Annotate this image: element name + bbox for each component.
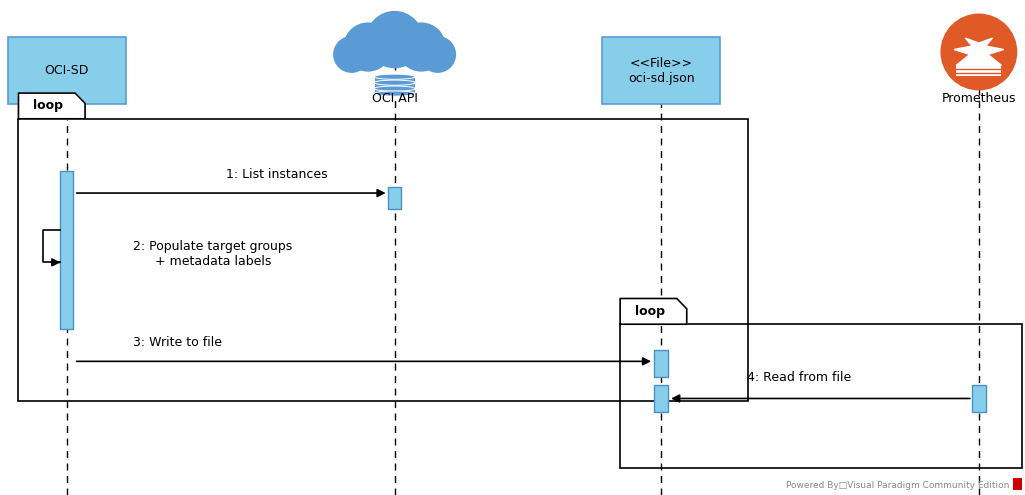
Ellipse shape — [941, 13, 1017, 91]
Ellipse shape — [366, 11, 423, 68]
FancyBboxPatch shape — [972, 385, 986, 412]
Polygon shape — [620, 298, 687, 324]
Ellipse shape — [333, 36, 370, 73]
Text: Powered By□Visual Paradigm Community Edition: Powered By□Visual Paradigm Community Edi… — [786, 481, 1010, 490]
Ellipse shape — [374, 91, 415, 96]
FancyBboxPatch shape — [956, 65, 1001, 76]
FancyBboxPatch shape — [8, 37, 125, 104]
FancyBboxPatch shape — [345, 48, 444, 62]
Text: 2: Populate target groups
+ metadata labels: 2: Populate target groups + metadata lab… — [133, 240, 292, 268]
Text: loop: loop — [636, 305, 665, 318]
Text: 4: Read from file: 4: Read from file — [747, 371, 852, 384]
FancyBboxPatch shape — [603, 37, 720, 104]
Ellipse shape — [374, 80, 415, 85]
Ellipse shape — [343, 22, 393, 72]
Ellipse shape — [419, 36, 456, 73]
FancyBboxPatch shape — [387, 187, 402, 209]
Polygon shape — [18, 93, 85, 119]
Ellipse shape — [374, 86, 415, 91]
FancyBboxPatch shape — [374, 89, 415, 94]
FancyBboxPatch shape — [655, 385, 668, 412]
FancyBboxPatch shape — [374, 83, 415, 88]
Text: OCI API: OCI API — [372, 92, 417, 104]
FancyBboxPatch shape — [374, 77, 415, 82]
Ellipse shape — [397, 22, 446, 72]
FancyBboxPatch shape — [1013, 478, 1022, 490]
Text: 1: List instances: 1: List instances — [226, 168, 327, 181]
Polygon shape — [954, 38, 1003, 65]
FancyBboxPatch shape — [59, 171, 74, 329]
Text: OCI-SD: OCI-SD — [44, 64, 89, 77]
Text: 3: Write to file: 3: Write to file — [133, 336, 222, 349]
FancyBboxPatch shape — [655, 350, 668, 377]
Ellipse shape — [374, 74, 415, 79]
Text: Prometheus: Prometheus — [942, 92, 1016, 104]
Text: loop: loop — [34, 99, 64, 112]
Text: <<File>>
oci-sd.json: <<File>> oci-sd.json — [627, 56, 695, 85]
